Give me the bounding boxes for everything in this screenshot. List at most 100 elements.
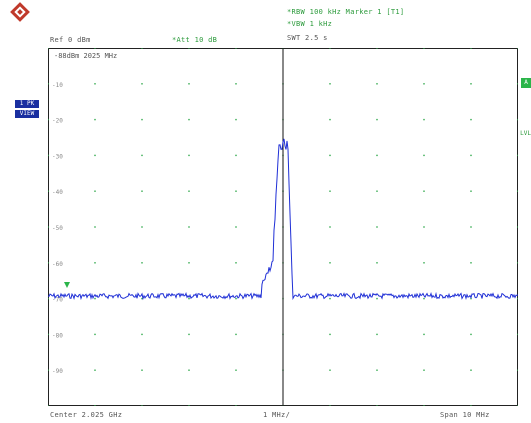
- y-axis-label: -10: [52, 82, 63, 89]
- grid-dot: [470, 226, 472, 228]
- grid-dot: [329, 369, 331, 371]
- grid-dot: [423, 405, 425, 406]
- grid-dot: [376, 262, 378, 264]
- grid-dot: [517, 83, 518, 85]
- grid-dot: [48, 333, 49, 336]
- grid-dot: [329, 405, 331, 406]
- grid-dot: [235, 262, 237, 264]
- grid-dot: [141, 369, 143, 371]
- grid-dots: [48, 48, 518, 406]
- grid-dot: [423, 369, 425, 371]
- marker-readout: -88dBm 2025 MHz: [54, 52, 117, 60]
- vbw-readout: *VBW 1 kHz: [287, 20, 333, 28]
- grid-dot: [517, 118, 518, 121]
- grid-dot: [329, 190, 331, 192]
- grid-dot: [141, 226, 143, 228]
- grid-dot: [188, 48, 190, 49]
- grid-dot: [329, 226, 331, 228]
- span-label: Span 10 MHz: [440, 411, 490, 419]
- grid-dot: [423, 190, 425, 192]
- grid-dot: [470, 83, 472, 85]
- grid-dot: [235, 83, 237, 85]
- grid-dot: [94, 83, 96, 85]
- trace-a-tag: A: [521, 78, 531, 88]
- grid-dot: [235, 405, 237, 406]
- y-axis-labels: -10 -20 -30 -40 -50 -60 -70 -80 -90: [52, 82, 63, 375]
- grid-dot: [376, 48, 378, 49]
- y-axis-label: -60: [52, 261, 63, 268]
- grid-dot: [48, 369, 49, 371]
- grid-dot: [235, 226, 237, 228]
- spectrum-display[interactable]: -10 -20 -30 -40 -50 -60 -70 -80 -90 -88dBm 2025 …: [48, 48, 518, 406]
- grid-dot: [517, 190, 518, 192]
- grid-dot: [188, 190, 190, 192]
- grid-dot: [517, 226, 518, 228]
- grid-dot: [517, 405, 518, 406]
- grid-dot: [376, 118, 378, 121]
- grid-dot: [470, 333, 472, 336]
- grid-dot: [94, 48, 96, 49]
- center-frequency-label: Center 2.025 GHz: [50, 411, 123, 419]
- grid-dot: [423, 226, 425, 228]
- grid-dot: [235, 48, 237, 49]
- grid-dot: [188, 154, 190, 157]
- grid-dot: [423, 118, 425, 121]
- grid-dot: [423, 333, 425, 336]
- y-axis-label: -30: [52, 153, 63, 160]
- grid-dot: [235, 297, 237, 300]
- grid-dot: [470, 369, 472, 371]
- level-tag: LVL: [520, 130, 531, 137]
- trace-mode-bottom: VIEW: [15, 110, 39, 118]
- grid-dot: [329, 48, 331, 49]
- grid-dot: [517, 48, 518, 49]
- grid-dot: [141, 262, 143, 264]
- trace-mode-top: 1 PK: [15, 100, 39, 108]
- grid-dot: [329, 118, 331, 121]
- grid-dot: [94, 297, 96, 300]
- grid-dot: [517, 297, 518, 300]
- grid-dot: [470, 154, 472, 157]
- grid-dot: [329, 297, 331, 300]
- grid-dot: [470, 405, 472, 406]
- grid-dot: [48, 190, 49, 192]
- grid-dot: [235, 190, 237, 192]
- grid-dot: [188, 369, 190, 371]
- grid-dot: [188, 226, 190, 228]
- grid-dot: [94, 262, 96, 264]
- grid-dot: [141, 118, 143, 121]
- brand-logo-icon: [10, 2, 30, 22]
- grid-dot: [376, 333, 378, 336]
- grid-dot: [329, 262, 331, 264]
- grid-dot: [470, 48, 472, 49]
- grid-dot: [48, 48, 49, 49]
- grid-dot: [423, 154, 425, 157]
- grid-dot: [48, 405, 49, 406]
- grid-dot: [235, 154, 237, 157]
- y-axis-label: -50: [52, 225, 63, 232]
- grid-dot: [48, 226, 49, 228]
- grid-dot: [94, 333, 96, 336]
- grid-dot: [423, 83, 425, 85]
- grid-dot: [188, 83, 190, 85]
- grid-dot: [423, 262, 425, 264]
- grid-dot: [376, 369, 378, 371]
- grid-dot: [94, 154, 96, 157]
- grid-dot: [329, 83, 331, 85]
- ref-level-readout: Ref 0 dBm: [50, 36, 91, 44]
- grid-dot: [94, 190, 96, 192]
- grid-dot: [141, 297, 143, 300]
- grid-dot: [48, 154, 49, 157]
- span-per-div-label: 1 MHz/: [263, 411, 291, 419]
- y-axis-label: -90: [52, 368, 63, 375]
- grid-dot: [48, 83, 49, 85]
- rbw-readout: *RBW 100 kHz Marker 1 [T1]: [287, 8, 405, 16]
- y-axis-label: -40: [52, 189, 63, 196]
- attenuation-readout: *Att 10 dB: [172, 36, 218, 44]
- grid-dot: [188, 405, 190, 406]
- sweep-time-readout: SWT 2.5 s: [287, 34, 328, 42]
- grid-dot: [141, 405, 143, 406]
- trace-mode-badge: 1 PK VIEW: [15, 100, 39, 118]
- grid-dot: [94, 118, 96, 121]
- grid-dot: [329, 154, 331, 157]
- grid-dot: [376, 190, 378, 192]
